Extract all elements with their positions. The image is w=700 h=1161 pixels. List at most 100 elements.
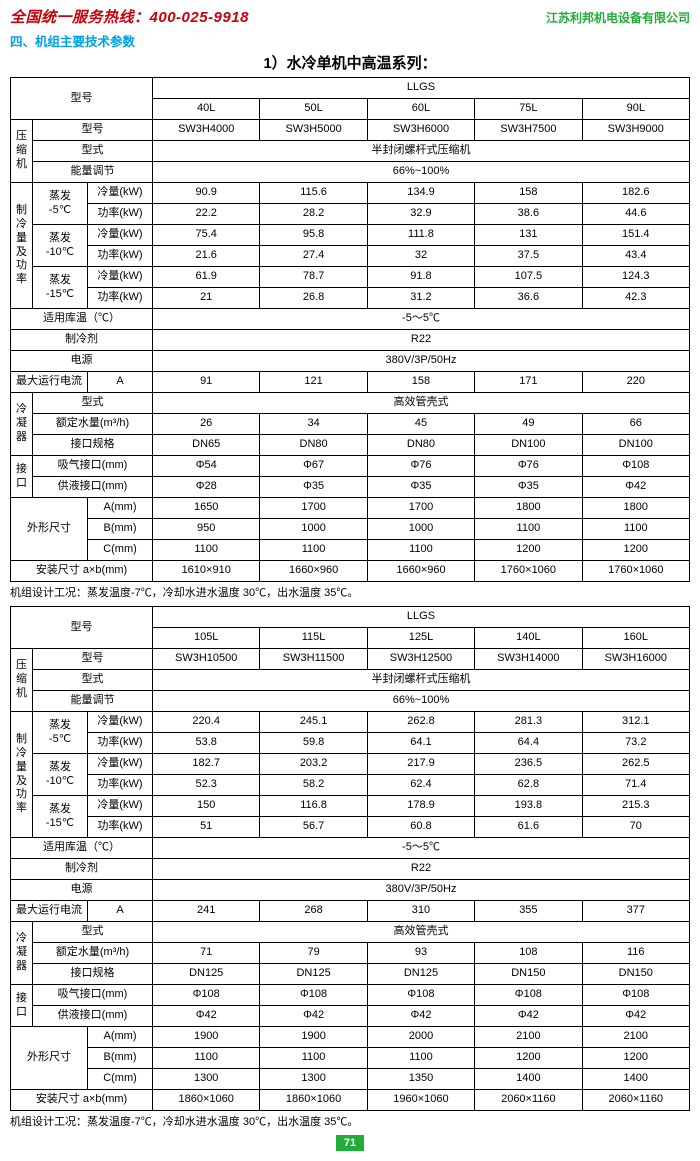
cell: 外形尺寸 [11,1027,88,1090]
cell: 73.2 [582,733,689,754]
cell: 接口规格 [33,435,153,456]
cell: SW3H10500 [153,649,260,670]
cell: 1100 [153,540,260,561]
cell: 158 [367,372,474,393]
cell: 245.1 [260,712,367,733]
cell: 电源 [11,351,153,372]
cell: 1900 [260,1027,367,1048]
cell: 最大运行电流 [11,372,88,393]
cell: 1650 [153,498,260,519]
cell: 56.7 [260,817,367,838]
cell: 吸气接口(mm) [33,456,153,477]
cell: 型号 [11,607,153,649]
cell: Φ42 [153,1006,260,1027]
cell: 最大运行电流 [11,901,88,922]
cell: 43.4 [582,246,689,267]
hotline-label: 全国统一服务热线： [10,9,150,26]
cell: Φ108 [582,456,689,477]
cell: 2100 [475,1027,582,1048]
cell: 2100 [582,1027,689,1048]
cell: 冷凝器 [11,922,33,985]
cell: 71.4 [582,775,689,796]
cell: 61.9 [153,267,260,288]
subtitle: 1）水冷单机中高温系列： [10,52,690,73]
cell: Φ42 [582,477,689,498]
cell: Φ76 [367,456,474,477]
cell: 型号 [11,78,153,120]
cell: 115L [260,628,367,649]
cell: 21 [153,288,260,309]
cell: Φ108 [367,985,474,1006]
cell: C(mm) [88,540,153,561]
cell: 1300 [153,1069,260,1090]
cell: 26.8 [260,288,367,309]
cell: DN100 [582,435,689,456]
cell: 38.6 [475,204,582,225]
cell: 型式 [33,141,153,162]
spec-table: 型号LLGS40L50L60L75L90L压缩机型号SW3H4000SW3H50… [10,77,690,582]
cell: 182.6 [582,183,689,204]
cell: A [88,901,153,922]
cell: Φ35 [260,477,367,498]
cell: 262.8 [367,712,474,733]
cell: 28.2 [260,204,367,225]
cell: 171 [475,372,582,393]
cell: 能量调节 [33,162,153,183]
cell: 203.2 [260,754,367,775]
cell: 1800 [475,498,582,519]
cell: 供液接口(mm) [33,477,153,498]
cell: 71 [153,943,260,964]
cell: 125L [367,628,474,649]
cell: SW3H9000 [582,120,689,141]
cell: 安装尺寸 a×b(mm) [11,1090,153,1111]
cell: 90L [582,99,689,120]
cell: 107.5 [475,267,582,288]
cell: 140L [475,628,582,649]
cell: 2060×1160 [475,1090,582,1111]
cell: DN125 [153,964,260,985]
cell: 1700 [260,498,367,519]
cell: SW3H7500 [475,120,582,141]
cell: 制冷剂 [11,330,153,351]
cell: LLGS [153,78,690,99]
cell: 功率(kW) [88,246,153,267]
cell: 115.6 [260,183,367,204]
cell: 冷量(kW) [88,754,153,775]
cell: SW3H14000 [475,649,582,670]
cell: 1610×910 [153,561,260,582]
cell: 160L [582,628,689,649]
cell: 功率(kW) [88,288,153,309]
cell: 44.6 [582,204,689,225]
cell: 236.5 [475,754,582,775]
cell: SW3H5000 [260,120,367,141]
cell: 116.8 [260,796,367,817]
cell: A(mm) [88,498,153,519]
cell: SW3H12500 [367,649,474,670]
cell: 1100 [260,540,367,561]
cell: Φ108 [153,985,260,1006]
cell: 52.3 [153,775,260,796]
cell: 40L [153,99,260,120]
cell: 121 [260,372,367,393]
cell: DN65 [153,435,260,456]
cell: 型式 [33,393,153,414]
cell: 70 [582,817,689,838]
cell: 75L [475,99,582,120]
cell: Φ76 [475,456,582,477]
cell: 158 [475,183,582,204]
cell: 1100 [367,540,474,561]
cell: 蒸发 -15℃ [33,796,88,838]
cell: 281.3 [475,712,582,733]
cell: 额定水量(m³/h) [33,414,153,435]
cell: 111.8 [367,225,474,246]
cell: 冷量(kW) [88,796,153,817]
cell: 2060×1160 [582,1090,689,1111]
cell: 241 [153,901,260,922]
cell: B(mm) [88,519,153,540]
cell: 64.1 [367,733,474,754]
cell: 217.9 [367,754,474,775]
cell: 半封闭螺杆式压缩机 [153,141,690,162]
section-title: 四、机组主要技术参数 [10,31,690,50]
cell: Φ54 [153,456,260,477]
cell: SW3H4000 [153,120,260,141]
